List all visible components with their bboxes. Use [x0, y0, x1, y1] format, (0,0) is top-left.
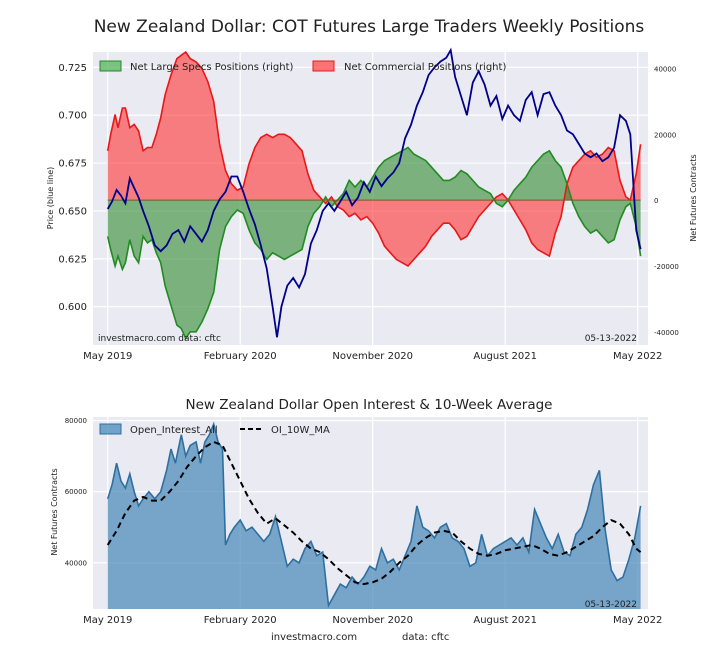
- bottom-series: [106, 421, 642, 609]
- top-y2-tick-label: 20000: [654, 131, 676, 139]
- legend-label-ma: OI_10W_MA: [271, 425, 330, 436]
- bottom-x-tick-label: May 2022: [613, 615, 662, 626]
- legend-swatch-commercial: [312, 60, 335, 72]
- footer-data-note: data: cftc: [402, 632, 449, 643]
- chart-title: New Zealand Dollar: COT Futures Large Tr…: [94, 17, 645, 37]
- specs-area: [107, 147, 641, 339]
- commercial-area: [107, 52, 641, 266]
- top-chart: May 2019 February 2020 November 2020 August…: [46, 47, 698, 362]
- top-y-tick-label: 0.725: [58, 63, 87, 74]
- bottom-x-tick-label: May 2019: [83, 615, 132, 626]
- oi-line: [106, 421, 642, 608]
- top-x-tick-label: February 2020: [204, 351, 277, 362]
- top-x-tick-label: May 2019: [83, 351, 132, 362]
- top-y2-tick-label: 40000: [654, 65, 676, 73]
- legend-swatch-oi: [99, 423, 122, 435]
- source-note: investmacro.com data: cftc: [98, 334, 221, 344]
- bottom-y-tick-label: 40000: [65, 559, 87, 567]
- top-x-axis: May 2019 February 2020 November 2020 August…: [83, 351, 662, 362]
- bottom-y-tick-label: 80000: [65, 417, 87, 425]
- top-y-tick-label: 0.700: [58, 111, 87, 122]
- specs-line: [106, 146, 642, 341]
- bottom-legend: Open_Interest_All OI_10W_MA: [99, 423, 330, 436]
- top-y-axis-right: -40000 -20000 0 20000 40000: [654, 65, 679, 336]
- bottom-x-tick-label: November 2020: [332, 615, 413, 626]
- bottom-x-tick-label: February 2020: [204, 615, 277, 626]
- top-y2-tick-label: 0: [654, 197, 658, 205]
- bottom-x-tick-label: August 2021: [473, 615, 537, 626]
- top-y2-tick-label: -40000: [654, 329, 679, 337]
- subtitle: New Zealand Dollar Open Interest & 10-We…: [186, 397, 553, 413]
- footer-source: investmacro.com: [271, 632, 357, 643]
- price-line: [106, 47, 642, 338]
- date-stamp: 05-13-2022: [585, 334, 637, 344]
- bottom-chart: May 2019 February 2020 November 2020 August…: [50, 417, 662, 626]
- bottom-x-axis: May 2019 February 2020 November 2020 August…: [83, 615, 662, 626]
- bottom-y-tick-label: 60000: [65, 488, 87, 496]
- top-series: [106, 47, 642, 341]
- top-y-tick-label: 0.675: [58, 159, 87, 170]
- oi-area: [107, 424, 641, 609]
- legend-label-oi: Open_Interest_All: [130, 425, 218, 436]
- legend-swatch-specs: [99, 60, 122, 72]
- y-axis-label: Price (blue line): [46, 167, 55, 230]
- top-y-tick-label: 0.625: [58, 254, 87, 265]
- top-x-tick-label: May 2022: [613, 351, 662, 362]
- top-y2-tick-label: -20000: [654, 263, 679, 271]
- bottom-y-axis: 40000 60000 80000: [65, 417, 87, 567]
- top-y-tick-label: 0.600: [58, 302, 87, 313]
- top-y-tick-label: 0.650: [58, 206, 87, 217]
- top-y-axis-left: 0.600 0.625 0.650 0.675 0.700 0.725: [58, 63, 87, 313]
- top-x-tick-label: November 2020: [332, 351, 413, 362]
- bottom-y-axis-label: Net Futures Contracts: [50, 468, 59, 555]
- commercial-line: [106, 50, 642, 268]
- y2-axis-label: Net Futures Contracts: [689, 154, 698, 241]
- legend-label-specs: Net Large Specs Positions (right): [130, 62, 294, 73]
- bottom-date-stamp: 05-13-2022: [585, 600, 637, 610]
- oi-ma-line: [106, 440, 642, 586]
- top-legend: Net Large Specs Positions (right) Net Co…: [99, 60, 506, 73]
- top-x-tick-label: August 2021: [473, 351, 537, 362]
- legend-label-commercial: Net Commercial Positions (right): [344, 62, 506, 73]
